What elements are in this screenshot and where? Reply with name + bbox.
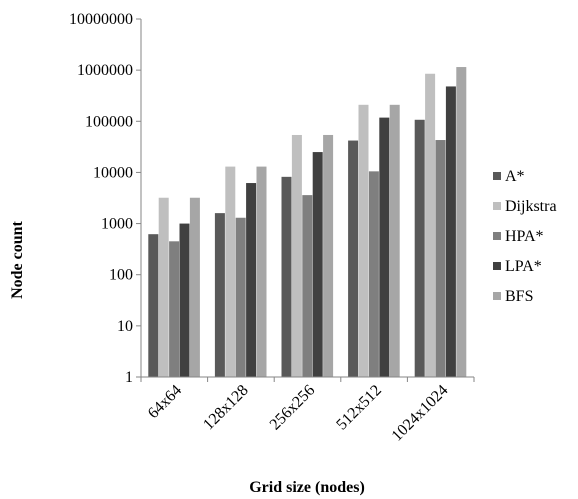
x-tick-label: 1024x1024 xyxy=(389,382,452,445)
bars xyxy=(148,67,467,378)
bar xyxy=(379,117,390,377)
bar xyxy=(148,234,159,377)
x-tick-label: 512x512 xyxy=(333,382,385,434)
legend-swatch xyxy=(493,202,501,210)
y-axis-title: Node count xyxy=(9,220,26,298)
legend-swatch xyxy=(493,292,501,300)
bar xyxy=(179,223,190,377)
bar xyxy=(225,166,236,377)
x-tick-labels: 64x64 128x128 256x256 512x512 1024x1024 xyxy=(145,382,452,445)
x-axis-ticks xyxy=(140,377,475,382)
y-tick-label: 100 xyxy=(109,267,133,284)
bar xyxy=(323,134,334,377)
bar xyxy=(246,183,257,377)
x-tick-label: 64x64 xyxy=(145,382,185,422)
bar xyxy=(368,171,379,377)
bar xyxy=(281,176,292,377)
y-tick-label: 10000 xyxy=(93,164,133,181)
bar xyxy=(348,140,359,377)
legend-swatch xyxy=(493,172,501,180)
bar xyxy=(189,197,200,377)
y-tick-label: 1 xyxy=(125,369,133,386)
legend-label: A* xyxy=(505,168,525,185)
legend-label: LPA* xyxy=(505,258,542,275)
bar xyxy=(445,86,456,377)
bar xyxy=(169,241,180,377)
y-tick-label: 1000000 xyxy=(77,62,133,79)
bar xyxy=(235,217,246,377)
bar xyxy=(414,119,425,377)
bar xyxy=(291,134,302,377)
bar xyxy=(214,213,225,377)
bar xyxy=(256,166,267,377)
legend: A* Dijkstra HPA* LPA* BFS xyxy=(493,168,557,305)
y-tick-label: 100000 xyxy=(85,113,133,130)
bar xyxy=(425,73,436,378)
legend-swatch xyxy=(493,232,501,240)
legend-label: HPA* xyxy=(505,228,544,245)
x-axis-title: Grid size (nodes) xyxy=(249,479,365,496)
legend-label: Dijkstra xyxy=(505,198,557,215)
bar xyxy=(358,104,369,378)
bar xyxy=(456,67,467,377)
y-tick-label: 1000 xyxy=(101,216,133,233)
x-tick-label: 128x128 xyxy=(200,382,252,434)
y-tick-label: 10 xyxy=(117,318,133,335)
bar xyxy=(158,197,169,377)
legend-label: BFS xyxy=(505,288,533,305)
x-tick-label: 256x256 xyxy=(267,382,319,434)
bar xyxy=(312,152,323,377)
bar xyxy=(302,195,313,377)
y-tick-label: 10000000 xyxy=(69,11,133,28)
bar xyxy=(435,140,446,377)
y-axis-ticks: 1 10 100 1000 10000 100000 1000000 10000000 xyxy=(69,11,141,386)
bar xyxy=(389,104,400,378)
legend-swatch xyxy=(493,262,501,270)
